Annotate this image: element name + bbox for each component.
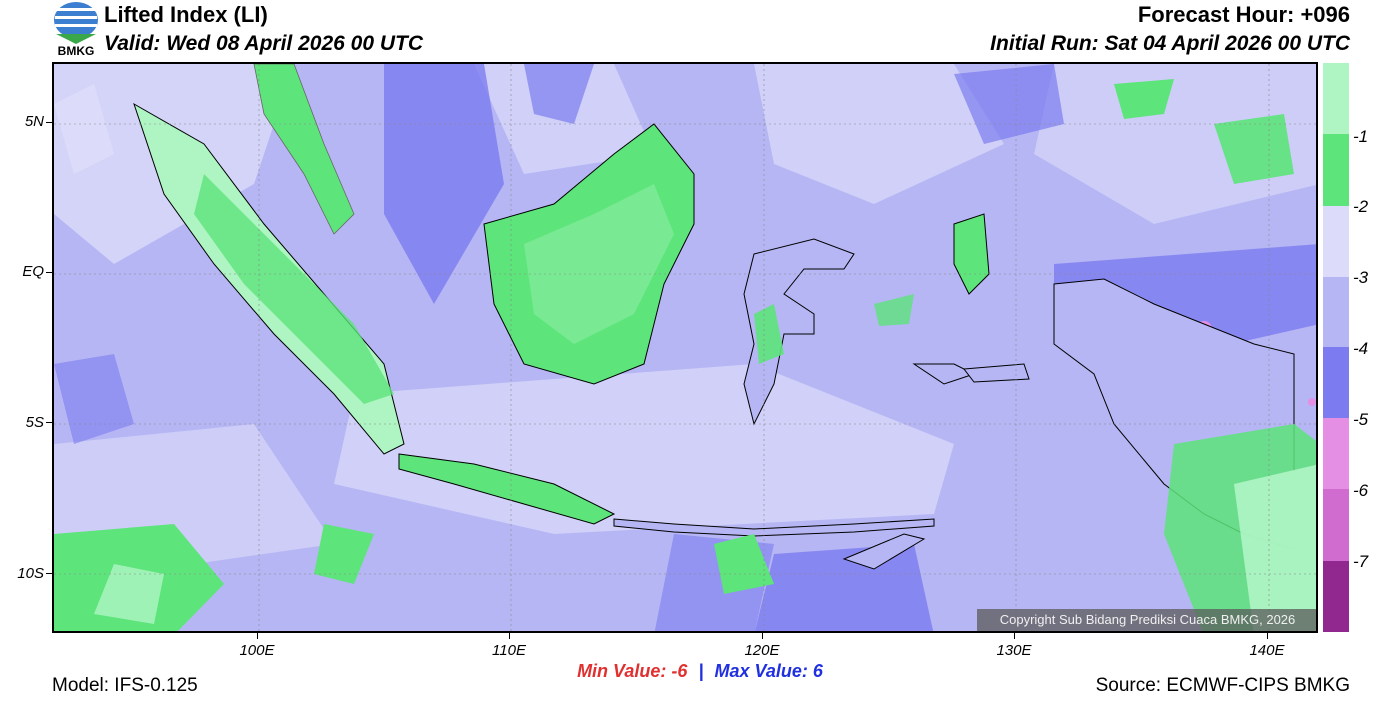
- max-value: 6: [812, 661, 823, 681]
- lon-tick: [1014, 633, 1015, 639]
- lon-label: 110E: [492, 642, 526, 659]
- colorbar-segment: [1323, 134, 1349, 206]
- colorbar-segment: [1323, 277, 1349, 347]
- logo-text: BMKG: [57, 44, 95, 58]
- lon-label: 120E: [744, 642, 780, 659]
- colorbar-label: -6: [1353, 481, 1369, 500]
- bmkg-logo: BMKG: [52, 0, 100, 58]
- lifted-index-map: Copyright Sub Bidang Prediksi Cuaca BMKG…: [52, 62, 1318, 633]
- colorbar-segment: [1323, 63, 1349, 134]
- colorbar-label: -1: [1353, 127, 1369, 146]
- lat-tick: [46, 573, 52, 574]
- lat-tick: [46, 272, 52, 273]
- copyright-notice: Copyright Sub Bidang Prediksi Cuaca BMKG…: [977, 609, 1316, 631]
- lon-tick: [509, 633, 510, 639]
- max-label: Max Value:: [714, 661, 808, 681]
- lat-label: 10S: [17, 565, 44, 582]
- lat-label: 5S: [25, 414, 44, 431]
- colorbar-segment: [1323, 347, 1349, 418]
- lon-tick: [1267, 633, 1268, 639]
- lon-label: 100E: [239, 642, 275, 659]
- colorbar-segment: [1323, 206, 1349, 277]
- lat-tick: [46, 422, 52, 423]
- map-canvas: [54, 64, 1316, 631]
- lat-tick: [46, 122, 52, 123]
- source-info: Source: ECMWF-CIPS BMKG: [1095, 675, 1350, 696]
- lon-label: 130E: [996, 642, 1032, 659]
- lon-tick: [257, 633, 258, 639]
- lon-label: 140E: [1249, 642, 1285, 659]
- colorbar-label: -5: [1353, 410, 1369, 429]
- colorbar-label: -2: [1353, 197, 1369, 216]
- colorbar-label: -7: [1353, 552, 1369, 571]
- colorbar: [1323, 63, 1349, 632]
- model-info: Model: IFS-0.125: [52, 675, 198, 696]
- colorbar-segment: [1323, 418, 1349, 489]
- colorbar-segment: [1323, 489, 1349, 561]
- chart-title: Lifted Index (LI): [104, 2, 268, 27]
- initial-run: Initial Run: Sat 04 April 2026 00 UTC: [990, 32, 1350, 55]
- min-label: Min Value:: [577, 661, 667, 681]
- valid-time: Valid: Wed 08 April 2026 00 UTC: [104, 32, 423, 55]
- colorbar-label: -3: [1353, 268, 1369, 287]
- min-max-values: Min Value: -6 | Max Value: 6: [0, 661, 1400, 682]
- lat-label: 5N: [24, 113, 44, 130]
- min-value: -6: [671, 661, 688, 681]
- forecast-hour: Forecast Hour: +096: [1137, 2, 1350, 27]
- lon-tick: [762, 633, 763, 639]
- value-separator: |: [698, 661, 704, 681]
- colorbar-segment: [1323, 561, 1349, 632]
- lat-label: EQ: [22, 263, 44, 280]
- colorbar-label: -4: [1353, 339, 1369, 358]
